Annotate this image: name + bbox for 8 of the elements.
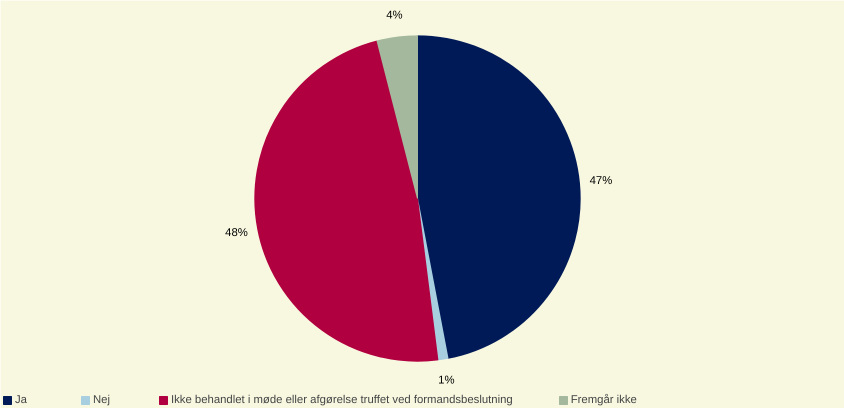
data-label: 47% — [590, 175, 612, 188]
data-label: 1% — [438, 374, 455, 386]
data-label: 48% — [225, 227, 248, 240]
legend-label: Nej — [93, 394, 111, 406]
legend-label: Ja — [15, 394, 28, 406]
legend-label: Fremgår ikke — [570, 394, 637, 406]
legend-label: Ikke behandlet i møde eller afgørelse truffet ved formandsbeslutning — [171, 394, 513, 406]
data-label: 4% — [386, 10, 403, 22]
